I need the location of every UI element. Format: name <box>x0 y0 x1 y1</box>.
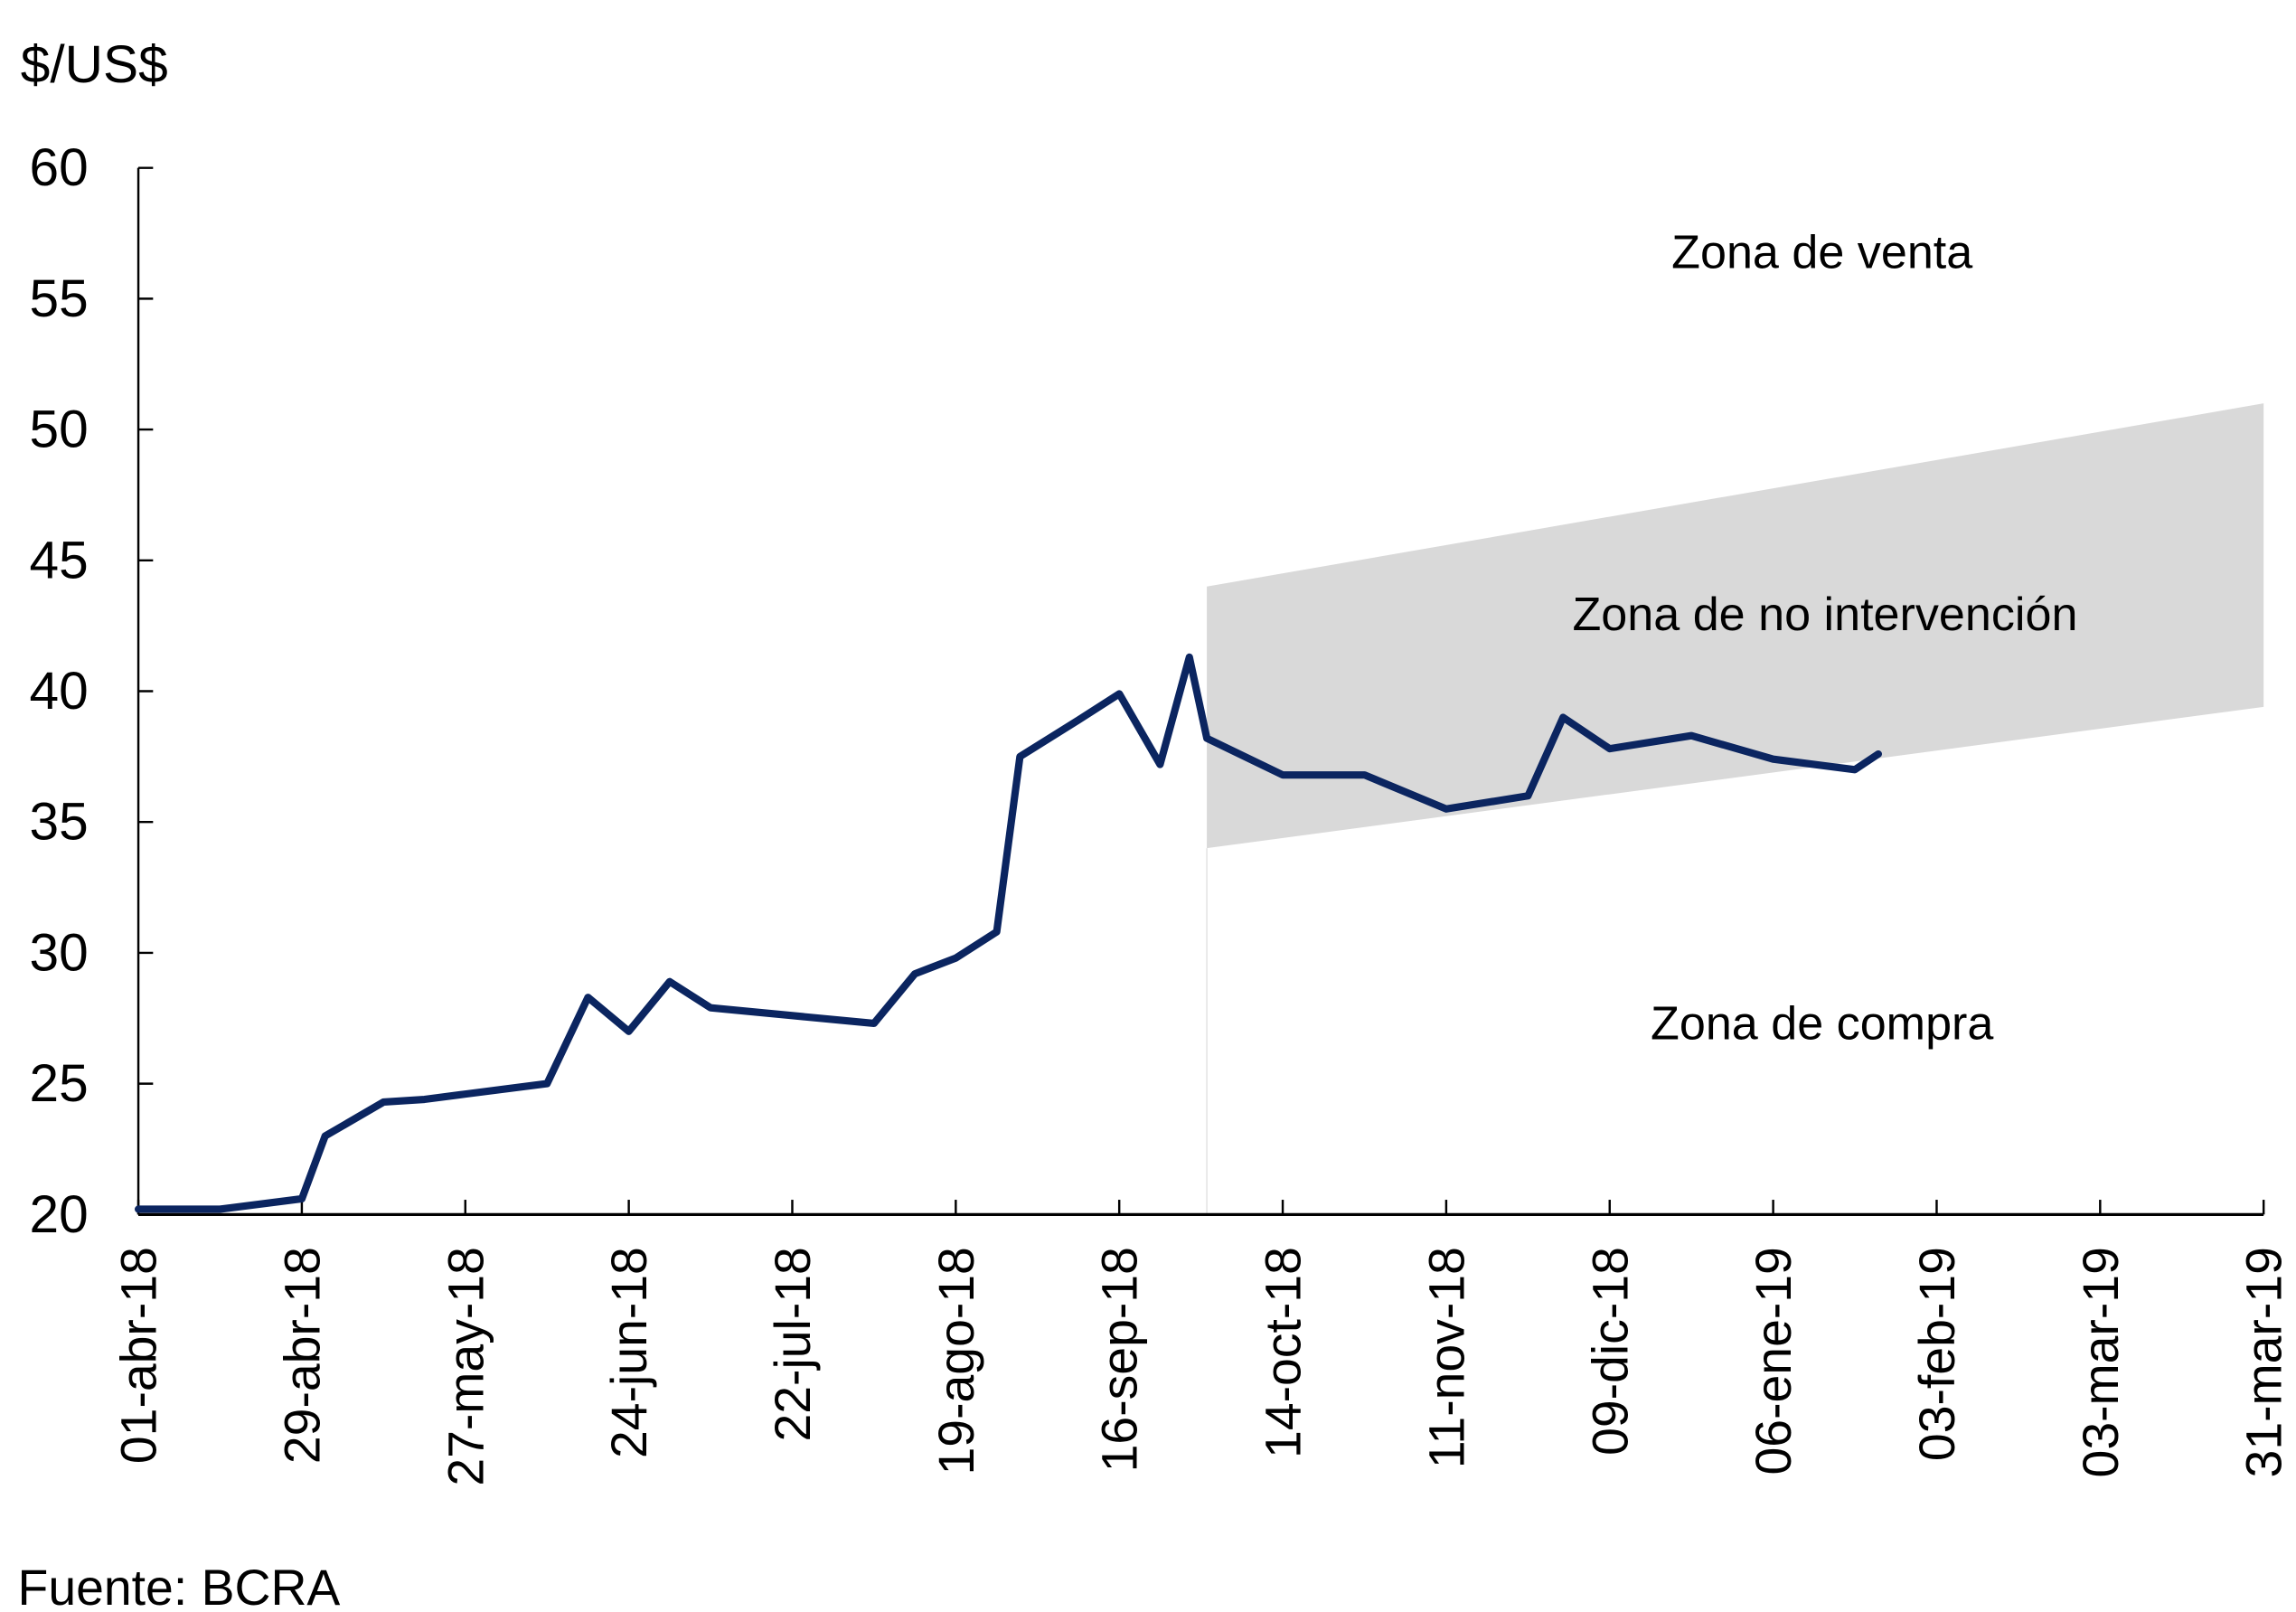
zone-buy-label: Zona de compra <box>1651 998 1993 1051</box>
x-tick-label: 27-may-18 <box>438 1247 494 1486</box>
source-note: Fuente: BCRA <box>18 1560 341 1612</box>
x-tick-label: 09-dic-18 <box>1582 1247 1638 1456</box>
x-tick-label: 06-ene-19 <box>1746 1247 1802 1475</box>
y-tick-label: 25 <box>29 1054 88 1113</box>
x-tick-label: 01-abr-18 <box>111 1247 167 1464</box>
y-tick-label: 20 <box>29 1185 88 1244</box>
y-tick-label: 40 <box>29 662 88 721</box>
y-tick-label: 30 <box>29 923 88 982</box>
x-tick-label: 19-ago-18 <box>928 1247 984 1475</box>
x-tick-label: 14-oct-18 <box>1256 1247 1312 1458</box>
zone-no-intervention-label: Zona de no intervención <box>1572 589 2077 641</box>
y-tick-label: 35 <box>29 793 88 852</box>
y-axis-unit-label: $/US$ <box>21 35 168 94</box>
zone-sell-label: Zona de venta <box>1671 226 1972 278</box>
y-tick-label: 50 <box>29 401 88 459</box>
x-tick-label: 03-mar-19 <box>2073 1247 2129 1477</box>
x-tick-label: 03-feb-19 <box>1909 1247 1965 1461</box>
x-tick-label: 16-sep-18 <box>1092 1247 1148 1472</box>
x-tick-label: 11-nov-18 <box>1418 1247 1474 1468</box>
y-tick-label: 45 <box>29 531 88 589</box>
y-axis: 20 25 30 35 40 45 50 55 60 <box>29 138 154 1244</box>
y-tick-label: 60 <box>29 138 88 197</box>
x-tick-label: 24-jun-18 <box>601 1247 657 1458</box>
x-tick-label: 31-mar-19 <box>2236 1247 2292 1477</box>
x-axis: 01-abr-18 29-abr-18 27-may-18 24-jun-18 22-j… <box>111 1200 2292 1486</box>
non-intervention-band <box>1207 403 2264 849</box>
x-tick-label: 29-abr-18 <box>274 1247 330 1464</box>
exchange-rate-line <box>134 653 1882 1213</box>
x-tick-label: 22-jul-18 <box>765 1247 821 1441</box>
y-tick-label: 55 <box>29 269 88 328</box>
